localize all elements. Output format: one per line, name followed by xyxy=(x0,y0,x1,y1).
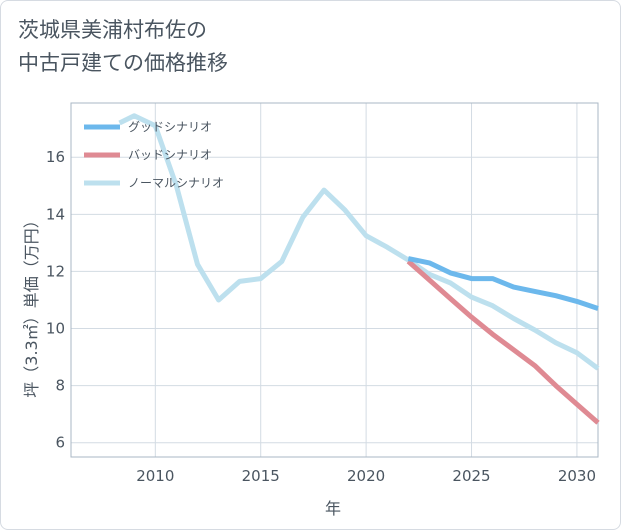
chart-title-line1: 茨城県美浦村布佐の xyxy=(18,18,207,42)
y-tick-label: 6 xyxy=(55,434,65,452)
legend-label: バッドシナリオ xyxy=(128,148,212,162)
x-axis-title: 年 xyxy=(325,499,341,518)
x-tick-label: 2015 xyxy=(242,467,280,485)
x-tick-label: 2010 xyxy=(136,467,174,485)
series-line-1 xyxy=(406,259,600,425)
series-line-0 xyxy=(407,256,599,311)
x-tick-label: 2020 xyxy=(347,467,385,485)
y-tick-label: 12 xyxy=(46,262,65,280)
chart-title: 茨城県美浦村布佐の 中古戸建ての価格推移 xyxy=(18,14,438,80)
x-tick-labels: 2010 2015 2020 2025 2030 xyxy=(136,467,596,485)
y-tick-label: 10 xyxy=(46,320,65,338)
chart-title-line2: 中古戸建ての価格推移 xyxy=(18,51,228,75)
y-tick-labels: 6 8 10 12 14 16 xyxy=(46,148,65,451)
legend-label: ノーマルシナリオ xyxy=(128,176,224,190)
legend-label: グッドシナリオ xyxy=(128,120,212,134)
y-tick-label: 8 xyxy=(55,377,65,395)
y-tick-label: 16 xyxy=(46,148,65,166)
y-axis-title: 坪（3.3㎡）単価（万円） xyxy=(22,212,41,397)
x-tick-label: 2025 xyxy=(452,467,490,485)
y-tick-label: 14 xyxy=(46,205,65,223)
plot-area-border xyxy=(70,102,599,458)
series-lines xyxy=(118,113,600,425)
x-tick-label: 2030 xyxy=(558,467,596,485)
series-line-2 xyxy=(118,113,600,371)
